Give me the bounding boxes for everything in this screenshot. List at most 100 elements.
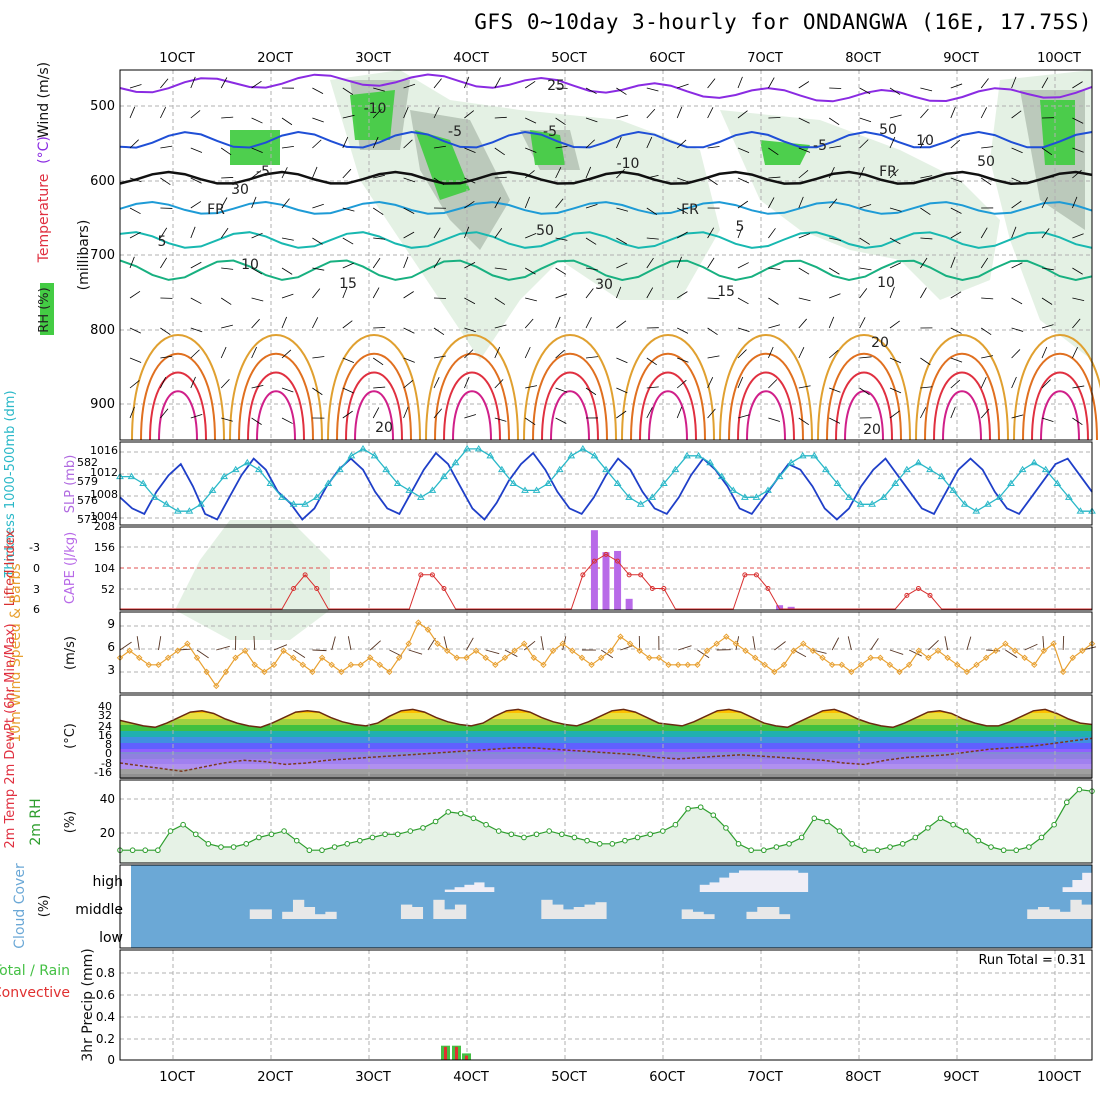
- wind-barb: [281, 387, 294, 393]
- thickness-marker: [636, 500, 645, 507]
- temperature-unit-label: (°C): [36, 136, 52, 164]
- wind-barb: [312, 288, 321, 299]
- thickness-tick: 576: [77, 494, 98, 507]
- thickness-marker: [775, 472, 784, 480]
- wind-speed-marker: [617, 633, 624, 640]
- wind-barb: [464, 147, 476, 153]
- wind-barb: [129, 139, 139, 149]
- wind-barb: [616, 114, 629, 119]
- rh-marker: [357, 837, 363, 844]
- thickness-marker: [729, 486, 738, 493]
- thickness-marker: [937, 472, 946, 480]
- cloud-middle-cell: [1038, 907, 1050, 919]
- lifted-index-tick: -3: [29, 541, 40, 554]
- wind-barb: [555, 293, 568, 299]
- date-tick-top: 9OCT: [943, 51, 979, 66]
- wind-barb: [774, 641, 786, 651]
- wind-barb: [129, 177, 142, 183]
- wind-barb: [160, 107, 167, 119]
- wind-barb: [312, 166, 318, 179]
- cloud-high-cell: [709, 882, 720, 892]
- lifted-index-marker: [429, 572, 435, 578]
- precip-legend-convective: Convective: [0, 985, 70, 1001]
- wind-barb: [494, 228, 503, 239]
- wind-barb: [403, 83, 416, 89]
- wind-barb: [1011, 297, 1023, 305]
- wind-barb: [220, 227, 229, 239]
- date-tick-bottom: 6OCT: [649, 1070, 685, 1085]
- wind-barb: [1041, 379, 1051, 389]
- cloud-middle-cell: [757, 907, 769, 919]
- cloud-row-label: middle: [75, 902, 123, 918]
- lifted-index-marker: [765, 586, 771, 591]
- temp-tick: 0: [105, 747, 112, 760]
- rh-marker: [1063, 799, 1070, 806]
- wind-speed-marker: [482, 654, 489, 661]
- wind-speed-marker: [241, 647, 249, 654]
- rh-marker: [786, 841, 792, 847]
- wind-speed-marker: [415, 619, 422, 626]
- temp-band-low: [120, 759, 1092, 764]
- wind-barb: [408, 649, 423, 655]
- wind-barb: [160, 78, 169, 89]
- wind-speed-marker: [694, 661, 701, 669]
- wind-barb: [251, 385, 264, 389]
- rh-marker: [420, 825, 426, 831]
- rh-area: [350, 90, 395, 140]
- thickness-marker: [1041, 465, 1050, 473]
- thickness-marker: [648, 493, 657, 500]
- date-tick-top: 1OCT: [159, 51, 195, 66]
- wind-barb: [616, 286, 622, 299]
- thickness-marker: [1064, 493, 1073, 500]
- isotherm-loop: [149, 371, 207, 441]
- wind-barb: [312, 317, 319, 329]
- thickness-marker: [1053, 479, 1062, 486]
- rh-marker: [155, 847, 161, 854]
- wind-speed-marker: [665, 661, 672, 669]
- wind-speed-marker: [386, 668, 393, 676]
- rh-marker: [306, 847, 313, 854]
- contour-label: -5: [543, 124, 557, 140]
- wind-speed-marker: [453, 654, 461, 661]
- isotherm-loop: [354, 390, 394, 441]
- rh-marker: [192, 831, 199, 838]
- wind-barb: [889, 136, 896, 149]
- wind-barb: [944, 636, 949, 651]
- wind-barb: [220, 297, 232, 305]
- contour-label: 5: [158, 234, 167, 250]
- temp-band: [120, 701, 1092, 707]
- wind-barb: [312, 117, 324, 123]
- isotherm-loop: [131, 334, 225, 441]
- lifted-index-marker: [904, 592, 910, 598]
- wind-barb: [1041, 324, 1054, 329]
- lifted-index-marker: [661, 586, 667, 591]
- wind-speed-marker: [463, 654, 470, 661]
- wind-barb: [220, 147, 232, 156]
- wind-speed-marker: [896, 668, 903, 676]
- wind-speed-marker: [376, 661, 384, 669]
- wind-speed-marker: [780, 661, 788, 669]
- cloud-high-cell: [768, 870, 779, 892]
- wind-barb: [737, 226, 743, 239]
- lifted-index-axis-label: Lifted Index: [3, 529, 18, 606]
- wind-speed-marker: [751, 654, 759, 661]
- rh-marker: [1038, 834, 1045, 841]
- thickness-marker: [590, 451, 599, 459]
- panel-frame: [119, 69, 1093, 441]
- wind-barb: [980, 257, 989, 269]
- panel-frame: [119, 441, 1093, 526]
- wind-barb: [616, 169, 625, 179]
- panel-frame: [119, 864, 1093, 949]
- contour-label: -10: [617, 156, 640, 172]
- thickness-marker: [891, 479, 900, 486]
- wind-barb: [889, 357, 902, 364]
- thickness-marker: [752, 493, 761, 500]
- thickness-tick: 582: [77, 456, 98, 469]
- cape-bar: [787, 606, 795, 610]
- slp-tick: 1004: [90, 510, 118, 523]
- date-tick-top: 7OCT: [747, 51, 783, 66]
- wind-speed-marker: [1021, 654, 1028, 661]
- isotherm-loop: [621, 334, 715, 441]
- wind-barb: [373, 174, 385, 179]
- wind-speed-marker: [145, 661, 153, 669]
